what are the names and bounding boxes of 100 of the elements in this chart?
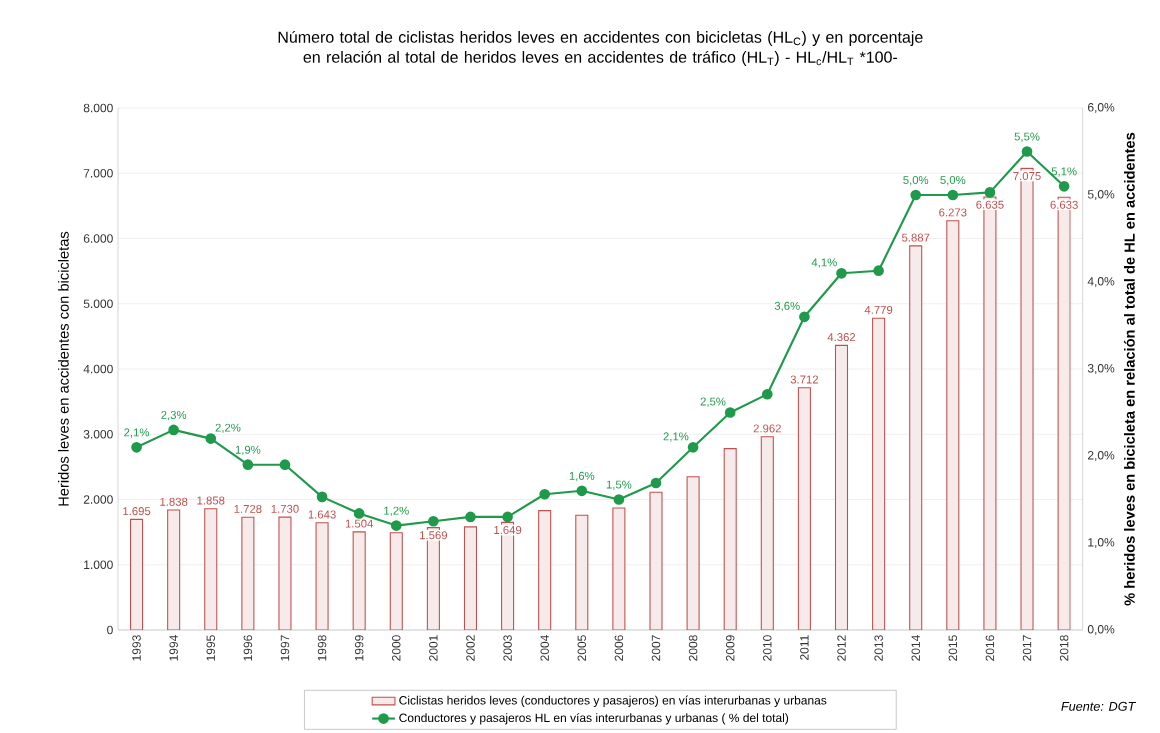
x-tick-label: 1993 — [132, 635, 141, 661]
y-tick-label: 3.000 — [83, 430, 113, 439]
point — [687, 441, 699, 453]
point — [465, 511, 476, 523]
x-tick-label: 1995 — [206, 635, 216, 661]
point — [316, 491, 328, 503]
data-label: 3,6% — [774, 301, 800, 312]
point — [205, 433, 217, 444]
point — [613, 494, 625, 505]
bar — [686, 476, 700, 630]
bar — [315, 522, 329, 630]
bar — [389, 532, 403, 630]
point — [428, 515, 439, 527]
x-tick-label: 2017 — [1022, 635, 1032, 661]
data-label: 1.643 — [308, 510, 336, 519]
data-label: 2,3% — [161, 410, 187, 421]
bar — [872, 317, 886, 630]
y2-tick-label: 1,0% — [1088, 538, 1115, 548]
data-label: 6.633 — [1050, 200, 1078, 209]
point — [353, 508, 365, 519]
y2-tick-label: 4,0% — [1087, 277, 1115, 287]
y-tick-label: 2.000 — [83, 495, 113, 504]
y-tick-label: 6.000 — [83, 234, 113, 243]
bar — [723, 448, 737, 630]
point — [539, 488, 551, 500]
data-label: 1.695 — [123, 507, 151, 516]
y2-tick-label: 3,0% — [1087, 364, 1115, 374]
point — [650, 477, 662, 489]
data-label: 2,1% — [663, 432, 689, 442]
x-tick-label: 2015 — [948, 635, 958, 661]
x-tick-label: 2008 — [688, 635, 698, 661]
data-label: 1.504 — [345, 519, 374, 528]
data-label: 1.728 — [234, 504, 262, 513]
data-label: 5,0% — [903, 176, 929, 186]
y-tick-label: 0 — [107, 625, 113, 635]
point — [947, 189, 959, 201]
y-tick-label: 8.000 — [83, 103, 113, 113]
bar — [241, 516, 255, 630]
y-tick-label: 4.000 — [83, 364, 113, 374]
x-tick-label: 2001 — [429, 635, 438, 661]
data-label: 7.075 — [1013, 171, 1041, 180]
point — [1021, 146, 1033, 157]
bar — [612, 507, 626, 630]
data-label: 5,0% — [940, 176, 966, 186]
source-note: Fuente: DGT — [1061, 701, 1137, 711]
y-tick-label: 5.000 — [83, 299, 113, 309]
x-tick-label: 1996 — [243, 635, 253, 661]
point — [1058, 180, 1070, 192]
x-tick-label: 2016 — [985, 635, 995, 661]
point — [984, 187, 996, 198]
data-label: 2,1% — [124, 428, 150, 438]
y2-tick-label: 2,0% — [1087, 451, 1115, 461]
data-label: 5.887 — [901, 233, 930, 242]
x-tick-label: 2003 — [503, 635, 512, 661]
data-label: 1.649 — [494, 526, 522, 535]
data-label: 1,9% — [235, 445, 261, 456]
bar — [538, 510, 552, 630]
x-tick-label: 2007 — [651, 635, 661, 661]
point — [242, 459, 254, 471]
point — [576, 485, 588, 497]
point — [390, 520, 402, 531]
x-tick-label: 2002 — [466, 635, 475, 661]
y-tick-label: 7.000 — [83, 169, 113, 178]
data-label: 1.730 — [271, 504, 299, 513]
x-tick-label: 2013 — [874, 635, 883, 661]
data-label: 4.779 — [864, 305, 893, 314]
data-label: 1,5% — [606, 480, 632, 490]
data-label: 1,2% — [384, 506, 409, 516]
x-tick-label: 1999 — [354, 635, 364, 661]
data-label: 1.858 — [197, 496, 225, 505]
point — [131, 441, 142, 453]
y2-tick-label: 0,0% — [1087, 625, 1115, 635]
x-tick-label: 2009 — [725, 635, 735, 661]
bar — [797, 387, 811, 630]
data-label: 2,2% — [215, 423, 241, 433]
legend-label: Conductores y pasajeros HL en vías interurbanas y urbanas ( % del total) — [399, 713, 789, 725]
point — [279, 459, 291, 471]
x-tick-label: 1994 — [169, 635, 178, 661]
legend-label: Ciclistas heridos leves (conductores y pasajeros) en vías interurbanas y urbanas — [399, 695, 827, 707]
point — [724, 407, 736, 418]
x-tick-label: 2000 — [392, 635, 401, 661]
data-label: 4.362 — [827, 333, 856, 342]
point — [168, 424, 179, 436]
x-tick-label: 2004 — [540, 635, 549, 661]
bar — [909, 245, 923, 630]
point — [761, 388, 773, 400]
data-label: 6.635 — [976, 200, 1004, 209]
data-label: 3.712 — [790, 375, 819, 384]
bar — [204, 508, 218, 630]
data-label: 2.962 — [753, 424, 781, 433]
data-label: 1.569 — [420, 531, 448, 540]
bar — [278, 516, 292, 630]
point — [502, 511, 513, 523]
bar — [167, 509, 181, 630]
data-label: 1,6% — [569, 471, 595, 482]
y-tick-label: 1.000 — [84, 560, 113, 570]
data-label: 2,5% — [700, 397, 726, 407]
bar — [130, 518, 144, 630]
point — [910, 189, 922, 201]
x-tick-label: 2010 — [763, 635, 772, 661]
